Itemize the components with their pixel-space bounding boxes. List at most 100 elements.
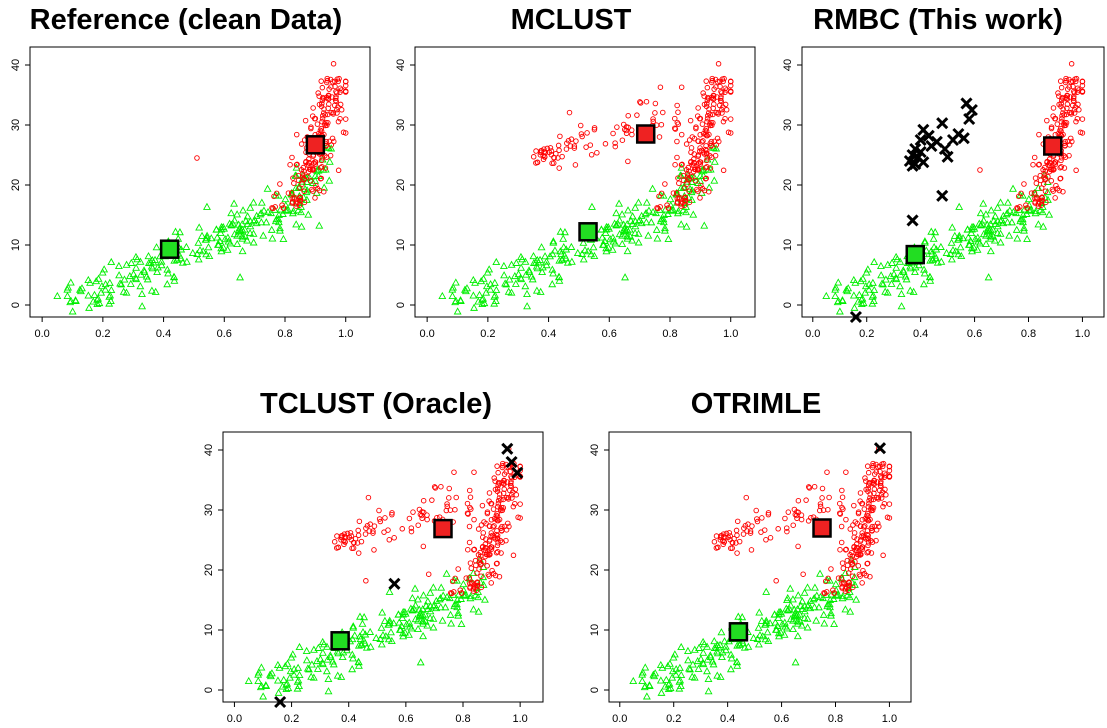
data-point xyxy=(682,185,688,191)
data-point xyxy=(694,664,703,672)
data-point xyxy=(363,578,369,584)
data-point xyxy=(175,228,184,236)
data-point xyxy=(293,677,302,685)
data-point xyxy=(151,287,160,295)
data-point xyxy=(1044,117,1050,124)
data-point xyxy=(861,506,868,512)
data-point xyxy=(638,676,647,685)
data-point xyxy=(298,141,305,147)
data-point xyxy=(713,671,722,679)
data-point xyxy=(259,206,268,214)
data-point xyxy=(488,546,495,552)
data-point xyxy=(713,647,722,655)
data-point xyxy=(562,245,571,253)
data-point xyxy=(442,569,451,577)
data-point xyxy=(297,207,305,216)
data-point xyxy=(584,130,590,136)
data-point xyxy=(718,88,724,95)
data-point xyxy=(336,75,342,82)
data-point xyxy=(319,164,325,170)
data-point xyxy=(276,205,285,213)
data-point xyxy=(1035,203,1042,209)
data-point xyxy=(560,251,569,259)
data-point xyxy=(780,618,789,626)
data-point xyxy=(996,238,1005,246)
data-point xyxy=(1009,207,1018,216)
data-point xyxy=(329,135,336,142)
data-point xyxy=(384,620,393,628)
data-point xyxy=(793,512,800,519)
data-point xyxy=(868,525,875,532)
data-point xyxy=(959,234,968,242)
data-point xyxy=(1012,225,1021,233)
data-point xyxy=(857,551,863,557)
data-point xyxy=(708,657,717,665)
data-point xyxy=(377,518,384,525)
data-point xyxy=(942,248,951,257)
data-point xyxy=(812,591,821,599)
data-point xyxy=(216,228,225,236)
data-point xyxy=(233,210,242,218)
data-point xyxy=(656,660,665,669)
data-point xyxy=(704,674,713,683)
data-point xyxy=(691,156,697,162)
data-point xyxy=(849,291,858,299)
data-point xyxy=(521,257,530,265)
data-point xyxy=(475,552,482,558)
data-point xyxy=(697,115,704,122)
data-point xyxy=(816,569,824,577)
data-point xyxy=(342,89,349,95)
data-point xyxy=(634,217,643,225)
data-point xyxy=(715,61,722,67)
data-point xyxy=(1061,165,1068,171)
data-point xyxy=(817,503,824,510)
data-point xyxy=(919,280,928,288)
data-point xyxy=(263,184,272,192)
data-point xyxy=(243,219,252,228)
data-point xyxy=(1079,89,1086,95)
data-point xyxy=(454,590,463,598)
cluster-center xyxy=(812,518,832,538)
data-point xyxy=(699,139,705,145)
data-point xyxy=(439,591,448,599)
data-point xyxy=(313,664,322,672)
data-point xyxy=(1020,223,1028,232)
data-point xyxy=(852,547,858,553)
data-point xyxy=(449,283,458,291)
data-point xyxy=(677,220,686,228)
data-point xyxy=(484,563,490,569)
data-point xyxy=(693,124,699,130)
data-point xyxy=(217,244,226,252)
data-point xyxy=(1067,135,1074,142)
data-point xyxy=(1040,181,1047,187)
data-point xyxy=(985,226,994,234)
data-point xyxy=(864,560,871,567)
data-point xyxy=(1045,173,1051,180)
data-point xyxy=(594,150,600,156)
data-point xyxy=(446,495,452,501)
data-point xyxy=(863,486,869,493)
data-point xyxy=(132,263,141,271)
data-point xyxy=(584,247,593,255)
data-point xyxy=(1066,152,1072,159)
data-point xyxy=(747,530,754,536)
data-point xyxy=(355,550,362,556)
data-point xyxy=(666,683,675,692)
data-point xyxy=(324,122,330,129)
data-point xyxy=(1053,182,1059,189)
data-point xyxy=(453,494,459,501)
data-point xyxy=(865,469,872,476)
data-point xyxy=(301,199,308,206)
data-point xyxy=(101,285,110,293)
data-point xyxy=(500,460,506,467)
data-point xyxy=(308,124,314,130)
data-point xyxy=(700,130,707,137)
data-point xyxy=(703,642,712,650)
data-point xyxy=(827,608,835,617)
data-point xyxy=(720,541,726,548)
data-point xyxy=(897,302,906,310)
data-point xyxy=(864,516,870,522)
data-point xyxy=(279,202,285,208)
data-point xyxy=(871,478,878,484)
data-point xyxy=(466,487,473,494)
